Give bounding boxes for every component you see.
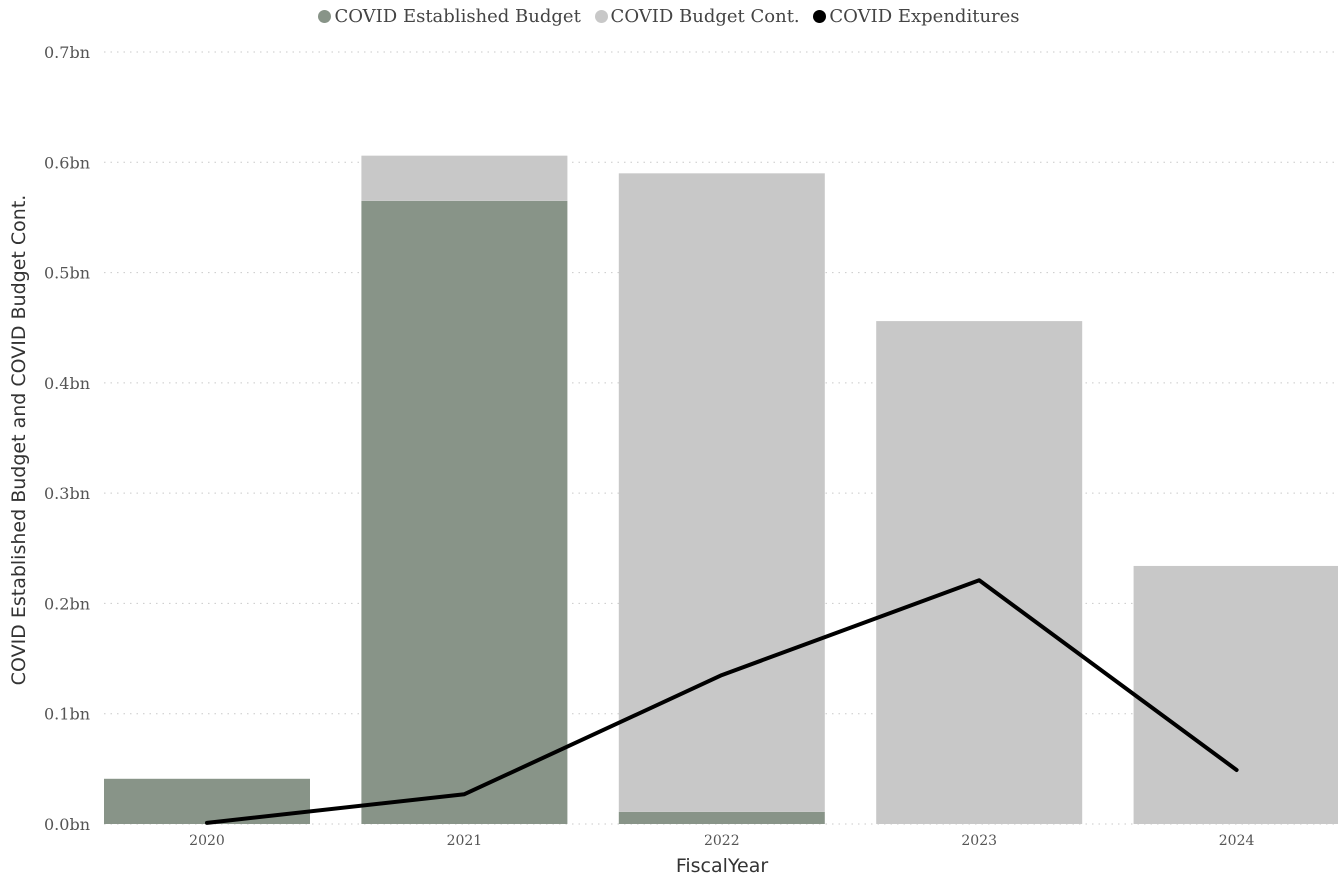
- x-tick-label: 2023: [961, 833, 997, 849]
- bar-cont: [1133, 565, 1338, 824]
- legend-marker-expenditures: [813, 10, 827, 23]
- legend-label-cont: COVID Budget Cont.: [610, 6, 800, 27]
- y-tick-label: 0.5bn: [44, 264, 90, 283]
- y-tick-label: 0.1bn: [44, 705, 90, 724]
- y-tick-label: 0.7bn: [44, 43, 90, 62]
- x-tick-label: 2022: [704, 833, 740, 849]
- legend: COVID Established Budget COVID Budget Co…: [0, 6, 1338, 27]
- x-axis-title: FiscalYear: [675, 855, 769, 877]
- legend-marker-cont: [594, 10, 608, 23]
- bar-cont: [618, 173, 825, 812]
- y-tick-label: 0.0bn: [44, 815, 90, 834]
- y-tick-label: 0.3bn: [44, 484, 90, 503]
- legend-item-expenditures[interactable]: COVID Expenditures: [813, 6, 1020, 27]
- y-tick-label: 0.6bn: [44, 153, 90, 172]
- y-tick-label: 0.2bn: [44, 594, 90, 613]
- bar-established: [104, 778, 310, 824]
- x-tick-label: 2021: [447, 833, 483, 849]
- y-tick-label: 0.4bn: [44, 374, 90, 393]
- legend-label-established: COVID Established Budget: [334, 6, 581, 27]
- y-axis-title: COVID Established Budget and COVID Budge…: [8, 194, 30, 686]
- expenditures-line: [205, 578, 1239, 825]
- bar-cont: [876, 321, 1083, 824]
- legend-marker-established: [318, 10, 332, 23]
- bar-established: [618, 811, 825, 824]
- legend-label-expenditures: COVID Expenditures: [829, 6, 1020, 27]
- legend-item-established[interactable]: COVID Established Budget: [318, 6, 581, 27]
- bar-established: [361, 200, 568, 824]
- x-tick-label: 2020: [189, 833, 225, 849]
- x-tick-label: 2024: [1219, 833, 1255, 849]
- bar-cont: [361, 155, 568, 201]
- legend-item-cont[interactable]: COVID Budget Cont.: [594, 6, 800, 27]
